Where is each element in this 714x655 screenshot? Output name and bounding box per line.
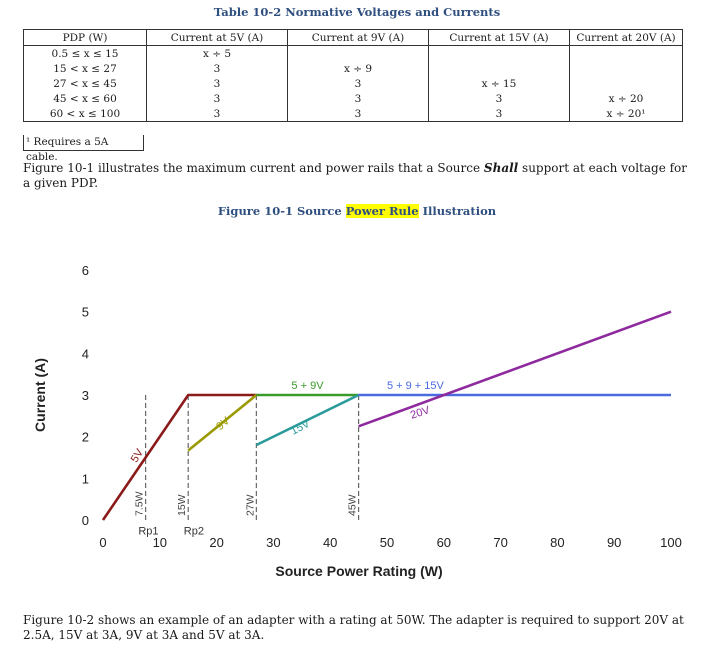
header-20v: Current at 20V (A)	[569, 29, 683, 46]
x-axis-label: Source Power Rating (W)	[275, 563, 442, 579]
caption-text: Illustration	[418, 204, 497, 218]
series-line	[187, 393, 258, 452]
x-tick-label: 70	[493, 535, 507, 550]
paragraph-adapter-example: Figure 10-2 shows an example of an adapt…	[23, 613, 684, 642]
y-tick-label: 3	[82, 388, 89, 403]
caption-highlight: Power Rule	[345, 204, 419, 218]
table-cell: 3	[287, 106, 429, 122]
marker-label: 27W	[244, 494, 256, 516]
table-cell: 60 < x ≤ 100	[23, 106, 147, 122]
table-row: 45 < x ≤ 60 3 3 3 x ÷ 20	[23, 91, 683, 106]
table-cell	[569, 61, 683, 76]
voltage-table: PDP (W) Current at 5V (A) Current at 9V …	[23, 29, 683, 122]
paragraph-text: Figure 10-1 illustrates the maximum curr…	[23, 161, 484, 175]
y-tick-label: 1	[82, 471, 89, 486]
table-cell: 0.5 ≤ x ≤ 15	[23, 45, 147, 61]
x-tick-label: 90	[607, 535, 621, 550]
paragraph-text: support at each voltage for a given PDP.	[23, 161, 688, 190]
x-tick-label: 50	[380, 535, 394, 550]
y-tick-label: 0	[82, 513, 89, 528]
x-tick-label: 60	[437, 535, 451, 550]
table-cell: 3	[428, 91, 570, 106]
y-tick-label: 6	[82, 263, 89, 278]
x-tick-label: 40	[323, 535, 337, 550]
table-cell: 15 < x ≤ 27	[23, 61, 147, 76]
series-line	[255, 393, 360, 447]
data-annotation: Rp1	[138, 526, 158, 538]
figure-caption: Figure 10-1 Source Power Rule Illustrati…	[0, 204, 714, 218]
table-cell: 3	[146, 76, 288, 91]
marker-label: 45W	[347, 494, 359, 516]
marker-label: 15W	[176, 494, 188, 516]
y-tick-label: 2	[82, 430, 89, 445]
table-cell: x ÷ 20¹	[569, 106, 683, 122]
table-cell	[569, 76, 683, 91]
table-cell: 3	[428, 106, 570, 122]
table-cell: 27 < x ≤ 45	[23, 76, 147, 91]
power-rule-chart: Current (A) Source Power Rating (W) 0 10 2…	[32, 263, 682, 579]
table-header-row: PDP (W) Current at 5V (A) Current at 9V …	[23, 29, 683, 46]
emphasis-shall: Shall	[483, 161, 519, 175]
table-cell: 3	[146, 106, 288, 122]
table-cell: x ÷ 9	[287, 61, 429, 76]
x-tick-label: 30	[266, 535, 280, 550]
table-cell: 3	[287, 91, 429, 106]
table-cell	[569, 45, 683, 61]
table-cell: x ÷ 15	[428, 76, 570, 91]
series-line	[101, 393, 257, 521]
x-tick-label: 100	[660, 535, 682, 550]
table-cell	[428, 61, 570, 76]
series-line	[358, 310, 672, 428]
table-caption: Table 10-2 Normative Voltages and Curren…	[213, 5, 501, 19]
header-15v: Current at 15V (A)	[428, 29, 570, 46]
table-row: 60 < x ≤ 100 3 3 3 x ÷ 20¹	[23, 106, 683, 122]
paragraph-figure-intro: Figure 10-1 illustrates the maximum curr…	[23, 161, 693, 190]
caption-text: Figure 10-1 Source	[217, 204, 346, 218]
table-cell	[428, 45, 570, 61]
x-tick-label: 10	[153, 535, 167, 550]
table-cell: 3	[146, 61, 288, 76]
data-annotation: 5 + 9 + 15V	[387, 380, 445, 392]
x-tick-label: 20	[209, 535, 223, 550]
table-cell: x ÷ 20	[569, 91, 683, 106]
table-cell: 3	[287, 76, 429, 91]
header-pdp: PDP (W)	[23, 29, 147, 46]
data-annotation: Rp2	[184, 526, 204, 538]
table-cell: 45 < x ≤ 60	[23, 91, 147, 106]
y-tick-label: 4	[82, 346, 89, 361]
table-cell	[287, 45, 429, 61]
x-tick-label: 80	[550, 535, 564, 550]
table-row: 27 < x ≤ 45 3 3 x ÷ 15	[23, 76, 683, 91]
marker-label: 7.5W	[134, 491, 146, 516]
y-tick-label: 5	[82, 305, 89, 320]
table-cell: x ÷ 5	[146, 45, 288, 61]
y-axis-label: Current (A)	[32, 358, 48, 432]
table-cell: 3	[146, 91, 288, 106]
table-row: 0.5 ≤ x ≤ 15 x ÷ 5	[23, 45, 683, 61]
data-annotation: 20V	[409, 404, 432, 422]
table-footnote: ¹ Requires a 5A cable.	[23, 135, 144, 163]
x-tick-label: 0	[99, 535, 106, 550]
header-9v: Current at 9V (A)	[287, 29, 429, 46]
header-5v: Current at 5V (A)	[146, 29, 288, 46]
table-row: 15 < x ≤ 27 3 x ÷ 9	[23, 61, 683, 76]
data-annotation: 5 + 9V	[291, 380, 324, 392]
